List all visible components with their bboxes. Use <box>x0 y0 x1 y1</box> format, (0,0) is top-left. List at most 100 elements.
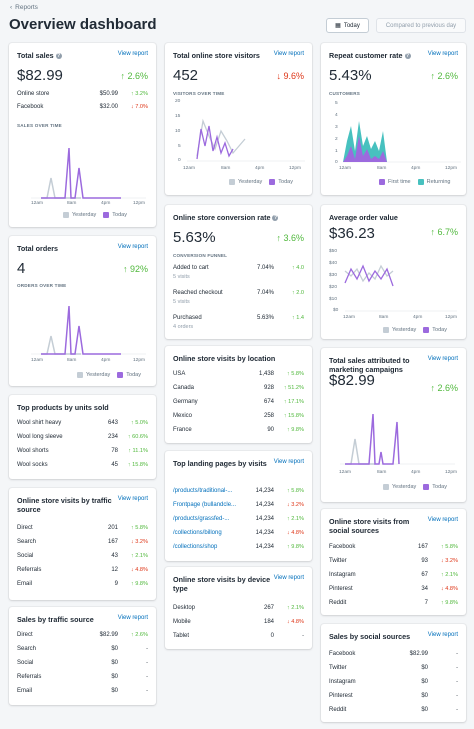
breadcrumb-reports[interactable]: Reports <box>15 4 38 11</box>
top-bar: ‹ Reports Overview dashboard ▦ Today Com… <box>0 0 474 40</box>
total-visitors-card: Total online store visitors View report … <box>165 43 312 195</box>
view-report-link[interactable]: View report <box>273 51 304 57</box>
view-report-link[interactable]: View report <box>273 459 304 465</box>
orders-delta: ↑ 92% <box>122 264 148 274</box>
card-title: Total orders <box>17 244 59 253</box>
list-item: Facebook $82.99- <box>329 651 458 657</box>
card-title: Sales by social sources <box>329 632 411 641</box>
list-item: Wool long sleeve 234 ↑ 60.6% <box>17 434 148 440</box>
date-range-button[interactable]: ▦ Today <box>326 18 369 33</box>
view-report-link[interactable]: View report <box>117 244 148 250</box>
list-item: Mexico 258 ↑ 15.8% <box>173 413 304 419</box>
list-item: Pinterest 34 ↓ 4.8% <box>329 586 458 592</box>
chart-subtitle: ORDERS OVER TIME <box>17 283 67 288</box>
compare-button[interactable]: Compared to previous day <box>376 18 466 33</box>
list-item[interactable]: Frontpage (bullandcle... 14,234 ↓ 3.2% <box>173 502 304 508</box>
list-item-sub: 5 visits <box>173 274 190 280</box>
list-item[interactable]: /collections/billong 14,234 ↓ 4.8% <box>173 530 304 536</box>
card-title: Online store visits by traffic source <box>17 496 112 514</box>
chart-legend: First time Returning <box>379 179 450 185</box>
view-report-link[interactable]: View report <box>117 51 148 57</box>
chart-legend: Yesterday Today <box>229 179 293 185</box>
list-item: Purchased 5.63% ↑ 1.4 <box>173 315 304 321</box>
list-item: Search $0- <box>17 646 148 652</box>
orders-chart <box>31 305 146 355</box>
avg-order-delta: ↑ 6.7% <box>430 227 458 237</box>
view-report-link[interactable]: View report <box>117 615 148 621</box>
card-title: Online store conversion rate? <box>173 213 279 222</box>
total-orders-card: Total orders View report 4 ↑ 92% ORDERS … <box>9 236 156 386</box>
list-item: Facebook 167 ↑ 5.8% <box>329 544 458 550</box>
card-title: Average order value <box>329 213 398 222</box>
list-item-sub: 4 orders <box>173 324 194 330</box>
card-title: Total sales attributed to marketing camp… <box>329 356 410 374</box>
card-title: Online store visits by device type <box>173 575 271 593</box>
list-item[interactable]: /products/grassfed-... 14,234 ↑ 2.1% <box>173 516 304 522</box>
repeat-rate-value: 5.43% <box>329 67 372 84</box>
list-item: Desktop 267 ↑ 2.1% <box>173 605 304 611</box>
card-title: Sales by traffic source <box>17 615 94 624</box>
conversion-delta: ↑ 3.6% <box>276 233 304 243</box>
view-report-link[interactable]: View report <box>273 575 304 581</box>
info-icon[interactable]: ? <box>55 53 62 59</box>
list-item: Reached checkout 7.04% ↑ 2.0 <box>173 290 304 296</box>
list-item: Twitter $0- <box>329 665 458 671</box>
chart-legend: Yesterday Today <box>77 372 141 378</box>
calendar-icon: ▦ <box>335 23 341 29</box>
traffic-visits-card: Online store visits by traffic source Vi… <box>9 488 156 600</box>
breadcrumb[interactable]: ‹ Reports <box>10 4 38 11</box>
view-report-link[interactable]: View report <box>427 517 458 523</box>
list-item: USA 1,438 ↑ 5.8% <box>173 371 304 377</box>
top-products-card: Top products by units sold Wool shirt he… <box>9 395 156 479</box>
repeat-rate-card: Repeat customer rate? View report 5.43% … <box>321 43 466 195</box>
card-title: Top landing pages by visits <box>173 459 267 468</box>
list-item: Wool shirt heavy 643 ↑ 5.0% <box>17 420 148 426</box>
list-item: Referrals $0- <box>17 674 148 680</box>
total-sales-card: Total sales? View report $82.99 ↑ 2.6% O… <box>9 43 156 227</box>
card-title: Online store visits by location <box>173 354 276 363</box>
sales-chart <box>31 147 146 199</box>
view-report-link[interactable]: View report <box>427 356 458 362</box>
avg-order-card: Average order value $36.23 ↑ 6.7% $50 $4… <box>321 205 466 339</box>
marketing-chart <box>340 413 455 465</box>
card-title: Repeat customer rate? <box>329 51 411 60</box>
list-item: Wool socks 45 ↑ 15.8% <box>17 462 148 468</box>
view-report-link[interactable]: View report <box>427 632 458 638</box>
list-item: Email $0- <box>17 688 148 694</box>
chart-legend: Yesterday Today <box>63 212 127 218</box>
marketing-card: Total sales attributed to marketing camp… <box>321 348 466 502</box>
list-item: Direct 201 ↑ 5.8% <box>17 525 148 531</box>
list-item: France 90 ↑ 9.8% <box>173 427 304 433</box>
list-item: Email 9 ↑ 9.8% <box>17 581 148 587</box>
landing-pages-card: Top landing pages by visits View report … <box>165 451 312 561</box>
chart-subtitle: VISITORS OVER TIME <box>173 91 225 96</box>
list-item[interactable]: /products/traditional-... 14,234 ↑ 5.8% <box>173 488 304 494</box>
visitors-delta: ↓ 9.6% <box>276 71 304 81</box>
card-title: Top products by units sold <box>17 403 109 412</box>
list-item: Social 43 ↑ 2.1% <box>17 553 148 559</box>
list-item: Online store $50.99 ↑ 3.2% <box>17 91 148 97</box>
chevron-left-icon: ‹ <box>10 4 13 11</box>
info-icon[interactable]: ? <box>404 53 411 59</box>
info-icon[interactable]: ? <box>272 215 279 221</box>
list-item: Reddit 7 ↑ 9.8% <box>329 600 458 606</box>
sales-social-card: Sales by social sources View report Face… <box>321 624 466 722</box>
visits-location-card: Online store visits by location USA 1,438… <box>165 346 312 443</box>
chart-subtitle: SALES OVER TIME <box>17 123 62 128</box>
orders-value: 4 <box>17 260 26 277</box>
list-item: Referrals 12 ↓ 4.8% <box>17 567 148 573</box>
device-visits-card: Online store visits by device type View … <box>165 567 312 649</box>
visitors-value: 452 <box>173 67 199 84</box>
list-item[interactable]: /collections/shop 14,234 ↑ 9.8% <box>173 544 304 550</box>
visitors-chart <box>187 118 305 162</box>
chart-legend: Yesterday Today <box>383 484 447 490</box>
card-title: Online store visits from social sources <box>329 517 410 535</box>
view-report-link[interactable]: View report <box>427 51 458 57</box>
view-report-link[interactable]: View report <box>117 496 148 502</box>
avg-order-chart <box>344 264 457 312</box>
avg-order-value: $36.23 <box>329 225 375 242</box>
conversion-card: Online store conversion rate? 5.63% ↑ 3.… <box>165 205 312 339</box>
list-item: Added to cart 7.04% ↑ 4.0 <box>173 265 304 271</box>
list-item: Social $0- <box>17 660 148 666</box>
list-item: Search 167 ↓ 3.2% <box>17 539 148 545</box>
